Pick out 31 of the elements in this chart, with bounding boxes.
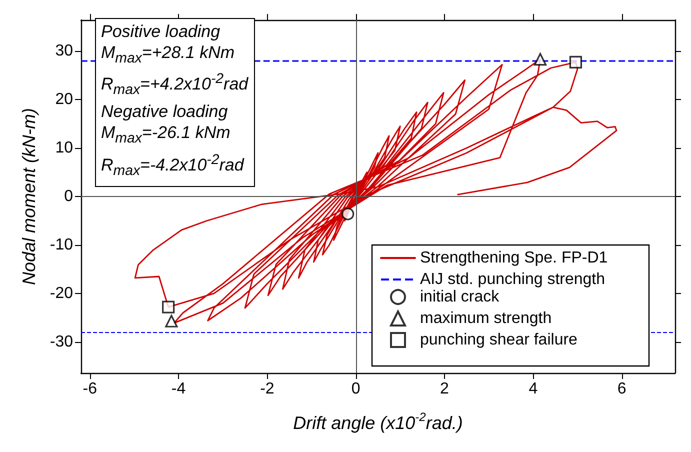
y-tick-label: 20 xyxy=(55,91,74,108)
x-tick-label: 4 xyxy=(528,380,538,398)
x-tick-label: -2 xyxy=(260,380,274,398)
point xyxy=(342,208,354,220)
y-tick-label: 30 xyxy=(55,42,74,60)
annotation: R$_{max}$=+4.2x10$^{-2}$rad xyxy=(101,70,248,100)
y-tick-label: -10 xyxy=(50,236,74,254)
legend-label: Strengthening Spe. FP-D1 xyxy=(420,250,608,266)
legend-label: punching shear failure xyxy=(420,332,578,348)
annotation: R$_{max}$=-4.2x10$^{-2}$rad xyxy=(101,150,246,181)
x-tick-label: -4 xyxy=(171,380,186,398)
y-tick-label: -30 xyxy=(50,333,74,350)
point xyxy=(162,300,175,314)
y-axis-title: Nodal moment (kN-m) xyxy=(19,108,39,286)
legend-label: AIJ std. punching strength xyxy=(420,271,605,288)
y-tick-label: 0 xyxy=(64,188,74,205)
point xyxy=(534,52,547,66)
x-tick-label: 2 xyxy=(440,380,450,398)
y-tick-label: -20 xyxy=(50,284,74,302)
x-tick-label: 0 xyxy=(351,380,360,398)
point xyxy=(165,314,178,328)
y-tick-label: 10 xyxy=(55,140,74,157)
annotation: Positive loading xyxy=(101,21,222,42)
annotation: M$_{max}$=+28.1 kNm xyxy=(101,42,236,68)
annotation: Negative loading xyxy=(101,101,229,122)
legend-label: maximum strength xyxy=(420,310,552,327)
x-tick-label: 6 xyxy=(617,380,626,398)
point xyxy=(569,56,582,68)
x-tick-label: -6 xyxy=(82,380,98,398)
legend-label: initial crack xyxy=(420,288,500,306)
annotation: M$_{max}$=-26.1 kNm xyxy=(101,122,232,149)
